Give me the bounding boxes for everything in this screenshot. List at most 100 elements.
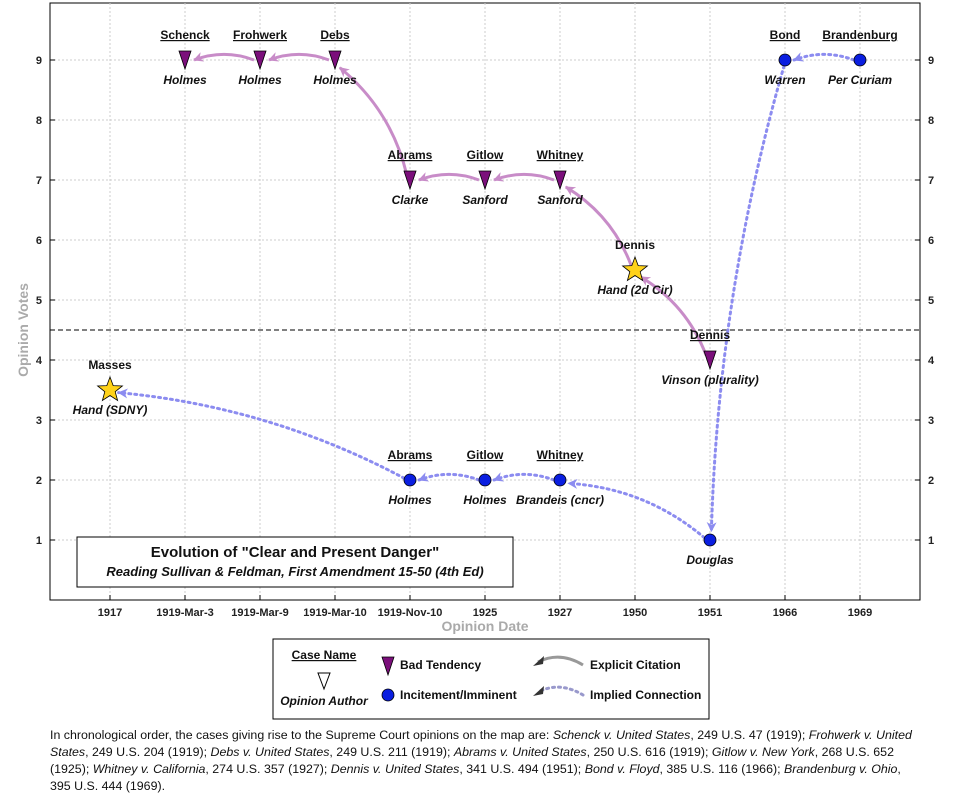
x-tick-label: 1919-Mar-10 (303, 607, 367, 619)
y-tick-label: 5 (36, 295, 42, 307)
y-tick-label: 8 (36, 115, 42, 127)
x-tick-label: 1950 (623, 607, 647, 619)
caption-case-name: Bond v. Floyd (584, 762, 660, 776)
opinion-author-label: Holmes (238, 73, 282, 87)
x-tick-label: 1919-Nov-10 (378, 607, 443, 619)
case-name-label: Bond (770, 28, 801, 42)
opinion-author-label: Hand (SDNY) (73, 403, 148, 417)
bad-tendency-marker (178, 50, 192, 71)
bad-tendency-marker (253, 50, 267, 71)
case-name-label: Whitney (537, 148, 584, 162)
caption-case-name: Schenck v. United States (552, 728, 691, 742)
opinion-author-label: Douglas (686, 553, 734, 567)
opinion-author-label: Brandeis (cncr) (516, 493, 604, 507)
opinion-author-label: Holmes (163, 73, 207, 87)
opinion-author-label: Hand (2d Cir) (597, 283, 672, 297)
y-tick-label: 1 (36, 535, 42, 547)
legend-implied-arrowhead-icon (533, 686, 544, 696)
legend-opinion-author: Opinion Author (280, 694, 369, 708)
opinion-author-label: Holmes (313, 73, 357, 87)
legend-explicit: Explicit Citation (590, 658, 681, 672)
case-name-label: Frohwerk (233, 28, 287, 42)
explicit-citation-edge (338, 66, 409, 176)
explicit-citation-edge (493, 172, 555, 182)
bad-tendency-marker (328, 50, 342, 71)
x-tick-label: 1925 (473, 607, 497, 619)
caption-case-cite: , 385 U.S. 116 (1966); (659, 762, 784, 776)
legend-explicit-arrowhead-icon (533, 656, 544, 666)
caption-case-name: Debs v. United States (210, 745, 330, 759)
legend-author-triangle-icon (317, 672, 331, 691)
caption-case-list: Schenck v. United States, 249 U.S. 47 (1… (50, 728, 912, 793)
incitement-marker (553, 473, 567, 487)
legend-incitement: Incitement/Imminent (400, 688, 517, 702)
y-tick-label: 5 (928, 295, 934, 307)
incitement-marker (778, 53, 792, 67)
caption-case-name: Abrams v. United States (453, 745, 587, 759)
lower-court-star-marker (96, 375, 124, 402)
x-tick-label: 1951 (698, 607, 722, 619)
implied-connection-edge (566, 478, 706, 540)
bad-tendency-marker (553, 170, 567, 191)
case-name-label: Gitlow (467, 448, 504, 462)
x-tick-label: 1917 (98, 607, 122, 619)
x-tick-label: 1919-Mar-3 (156, 607, 213, 619)
y-tick-label: 2 (928, 475, 934, 487)
explicit-citation-edge (193, 52, 255, 62)
opinion-author-label: Per Curiam (828, 73, 892, 87)
caption-case-cite: , 249 U.S. 211 (1919); (329, 745, 454, 759)
caption-case-cite: , 249 U.S. 47 (1919); (690, 728, 809, 742)
incitement-marker (478, 473, 492, 487)
case-name-label: Abrams (388, 148, 433, 162)
caption-case-name: Gitlow v. New York (711, 745, 815, 759)
bad-tendency-marker (703, 350, 717, 371)
case-name-label: Abrams (388, 448, 433, 462)
case-name-label: Dennis (615, 238, 655, 252)
x-tick-label: 1919-Mar-9 (231, 607, 288, 619)
y-tick-label: 3 (36, 415, 42, 427)
x-tick-label: 1966 (773, 607, 797, 619)
y-tick-label: 9 (928, 55, 934, 67)
case-name-label: Gitlow (467, 148, 504, 162)
explicit-citation-edge (639, 275, 708, 356)
y-tick-label: 8 (928, 115, 934, 127)
opinion-author-label: Clarke (392, 193, 429, 207)
y-tick-label: 1 (928, 535, 934, 547)
opinion-author-label: Sanford (462, 193, 508, 207)
caption-case-cite: , 268 U.S. 652 (1925); (50, 745, 894, 776)
y-axis-left: 1 2 3 4 5 6 7 8 9 (36, 55, 55, 547)
y-tick-label: 4 (928, 355, 935, 367)
y-tick-label: 3 (928, 415, 934, 427)
y-tick-label: 7 (36, 175, 42, 187)
citation-edges (117, 52, 856, 540)
bad-tendency-marker (478, 170, 492, 191)
x-tick-label: 1927 (548, 607, 572, 619)
case-name-label: Brandenburg (822, 28, 897, 42)
case-name-label: Schenck (160, 28, 210, 42)
caption-case-name: Brandenburg v. Ohio (783, 762, 898, 776)
y-tick-label: 6 (36, 235, 42, 247)
chart-subtitle: Reading Sullivan & Feldman, First Amendm… (106, 564, 483, 579)
case-labels: Masses Hand (SDNY) Schenck Holmes Frohwerk Ho… (73, 28, 898, 567)
caption-case-cite: , 250 U.S. 616 (1919); (586, 745, 712, 759)
y-tick-label: 9 (36, 55, 42, 67)
opinion-author-label: Holmes (463, 493, 507, 507)
x-axis-title: Opinion Date (441, 618, 528, 634)
caption-case-cite: , 274 U.S. 357 (1927); (205, 762, 331, 776)
bad-tendency-marker (403, 170, 417, 191)
legend-bad-tendency: Bad Tendency (400, 658, 481, 672)
case-citation-caption: In chronological order, the cases giving… (50, 727, 920, 795)
chart-title: Evolution of "Clear and Present Danger" (151, 544, 439, 561)
opinion-author-label: Holmes (388, 493, 432, 507)
caption-case-name: Frohwerk v. United States (50, 728, 912, 759)
incitement-marker (403, 473, 417, 487)
incitement-marker (703, 533, 717, 547)
caption-case-name: Whitney v. California (92, 762, 206, 776)
grid-lines (50, 3, 920, 600)
legend-incitement-icon (381, 688, 395, 702)
legend-case-name: Case Name (292, 648, 357, 662)
case-name-label: Masses (88, 358, 132, 372)
incitement-marker (853, 53, 867, 67)
lower-court-star-marker (621, 255, 649, 282)
implied-connection-edge (417, 472, 481, 482)
